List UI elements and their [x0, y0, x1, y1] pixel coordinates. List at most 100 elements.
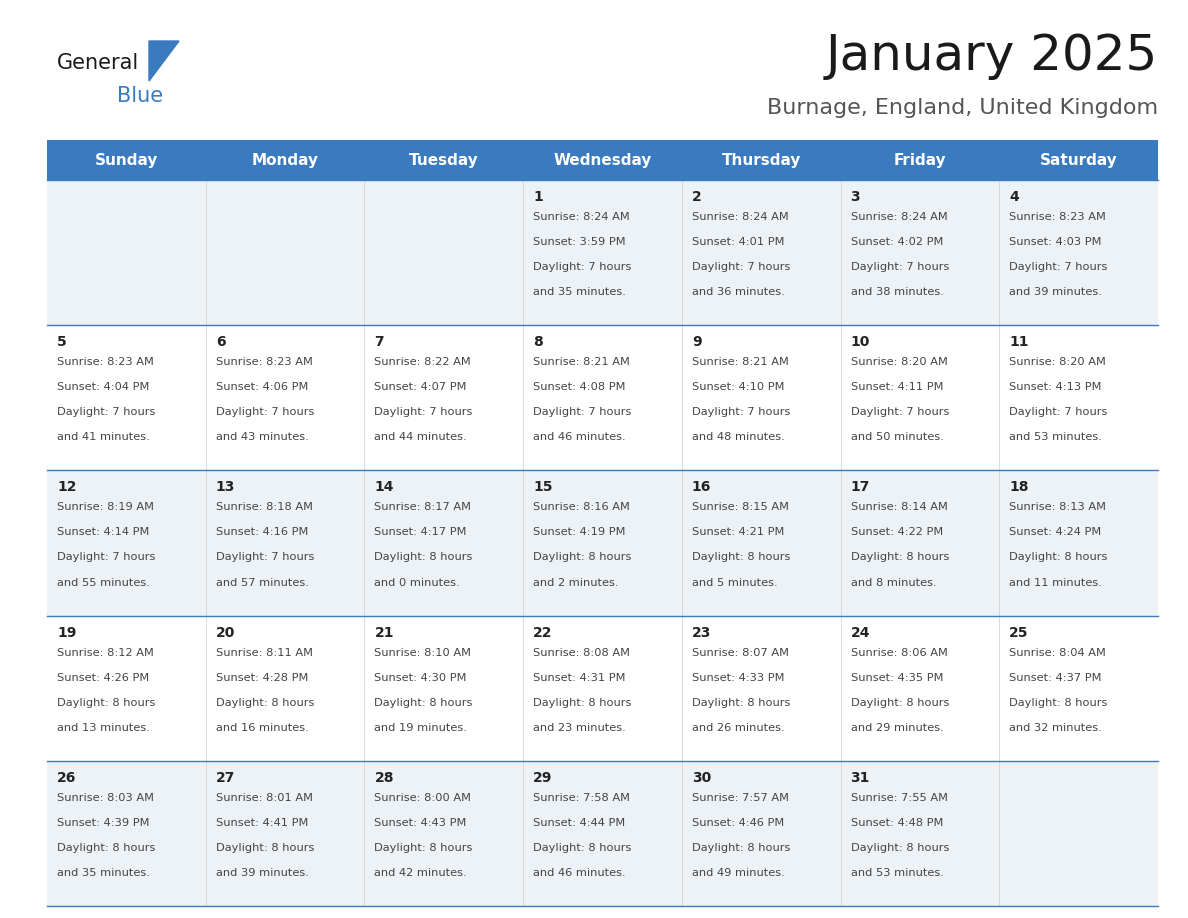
Text: Daylight: 8 hours: Daylight: 8 hours — [57, 843, 156, 853]
Text: Sunrise: 7:57 AM: Sunrise: 7:57 AM — [691, 793, 789, 803]
Text: Sunrise: 8:00 AM: Sunrise: 8:00 AM — [374, 793, 472, 803]
Text: and 29 minutes.: and 29 minutes. — [851, 722, 943, 733]
Text: and 53 minutes.: and 53 minutes. — [851, 868, 943, 878]
Bar — [999, 140, 1158, 180]
Text: Sunset: 4:19 PM: Sunset: 4:19 PM — [533, 528, 626, 537]
Text: Daylight: 8 hours: Daylight: 8 hours — [691, 843, 790, 853]
Bar — [841, 140, 999, 180]
Text: Sunrise: 8:18 AM: Sunrise: 8:18 AM — [216, 502, 312, 512]
Text: Thursday: Thursday — [721, 152, 801, 167]
Text: Sunrise: 8:19 AM: Sunrise: 8:19 AM — [57, 502, 154, 512]
Text: 2: 2 — [691, 190, 702, 204]
Text: Daylight: 7 hours: Daylight: 7 hours — [57, 553, 156, 563]
Text: 20: 20 — [216, 625, 235, 640]
Text: General: General — [57, 53, 139, 73]
Text: and 16 minutes.: and 16 minutes. — [216, 722, 309, 733]
Text: 1: 1 — [533, 190, 543, 204]
Text: Sunset: 4:06 PM: Sunset: 4:06 PM — [216, 382, 308, 392]
Text: 30: 30 — [691, 771, 712, 785]
Text: Sunset: 4:14 PM: Sunset: 4:14 PM — [57, 528, 150, 537]
Bar — [48, 761, 1158, 906]
Text: Sunset: 4:30 PM: Sunset: 4:30 PM — [374, 673, 467, 683]
Text: Friday: Friday — [893, 152, 946, 167]
Text: January 2025: January 2025 — [826, 32, 1158, 80]
Text: Sunrise: 8:21 AM: Sunrise: 8:21 AM — [533, 357, 630, 367]
Text: and 46 minutes.: and 46 minutes. — [533, 868, 626, 878]
Text: Sunset: 4:02 PM: Sunset: 4:02 PM — [851, 237, 943, 247]
Text: 23: 23 — [691, 625, 712, 640]
Text: 12: 12 — [57, 480, 76, 495]
Bar — [48, 616, 1158, 761]
Text: Sunset: 4:03 PM: Sunset: 4:03 PM — [1010, 237, 1101, 247]
Text: and 11 minutes.: and 11 minutes. — [1010, 577, 1102, 588]
Text: and 44 minutes.: and 44 minutes. — [374, 432, 467, 442]
Text: Sunset: 4:48 PM: Sunset: 4:48 PM — [851, 818, 943, 828]
Text: Sunrise: 8:21 AM: Sunrise: 8:21 AM — [691, 357, 789, 367]
Text: Tuesday: Tuesday — [409, 152, 479, 167]
Text: Monday: Monday — [252, 152, 318, 167]
Text: and 13 minutes.: and 13 minutes. — [57, 722, 150, 733]
Text: 13: 13 — [216, 480, 235, 495]
Polygon shape — [148, 41, 179, 81]
Bar — [48, 140, 206, 180]
Text: Daylight: 7 hours: Daylight: 7 hours — [533, 408, 632, 418]
Text: Sunset: 4:17 PM: Sunset: 4:17 PM — [374, 528, 467, 537]
Text: 31: 31 — [851, 771, 870, 785]
Text: Sunset: 4:39 PM: Sunset: 4:39 PM — [57, 818, 150, 828]
Text: and 46 minutes.: and 46 minutes. — [533, 432, 626, 442]
Text: Daylight: 7 hours: Daylight: 7 hours — [374, 408, 473, 418]
Text: 9: 9 — [691, 335, 701, 349]
Text: 18: 18 — [1010, 480, 1029, 495]
Text: 28: 28 — [374, 771, 394, 785]
Text: Sunset: 4:04 PM: Sunset: 4:04 PM — [57, 382, 150, 392]
Text: Daylight: 8 hours: Daylight: 8 hours — [1010, 553, 1107, 563]
Text: Sunset: 4:16 PM: Sunset: 4:16 PM — [216, 528, 308, 537]
Text: Sunset: 4:08 PM: Sunset: 4:08 PM — [533, 382, 626, 392]
Text: Daylight: 7 hours: Daylight: 7 hours — [691, 408, 790, 418]
Text: Sunrise: 8:15 AM: Sunrise: 8:15 AM — [691, 502, 789, 512]
Text: Sunset: 4:24 PM: Sunset: 4:24 PM — [1010, 528, 1101, 537]
Text: Daylight: 7 hours: Daylight: 7 hours — [216, 553, 314, 563]
Text: Daylight: 8 hours: Daylight: 8 hours — [533, 553, 632, 563]
Text: Daylight: 7 hours: Daylight: 7 hours — [216, 408, 314, 418]
Bar — [523, 140, 682, 180]
Text: 29: 29 — [533, 771, 552, 785]
Text: Sunrise: 8:14 AM: Sunrise: 8:14 AM — [851, 502, 948, 512]
Text: Sunset: 4:35 PM: Sunset: 4:35 PM — [851, 673, 943, 683]
Text: 8: 8 — [533, 335, 543, 349]
Bar — [206, 140, 365, 180]
Text: Daylight: 7 hours: Daylight: 7 hours — [1010, 408, 1107, 418]
Text: Sunset: 4:43 PM: Sunset: 4:43 PM — [374, 818, 467, 828]
Text: and 53 minutes.: and 53 minutes. — [1010, 432, 1102, 442]
Text: and 43 minutes.: and 43 minutes. — [216, 432, 309, 442]
Text: Sunrise: 8:16 AM: Sunrise: 8:16 AM — [533, 502, 630, 512]
Text: and 39 minutes.: and 39 minutes. — [1010, 287, 1102, 297]
Text: and 26 minutes.: and 26 minutes. — [691, 722, 784, 733]
Text: Daylight: 8 hours: Daylight: 8 hours — [374, 698, 473, 708]
Text: 10: 10 — [851, 335, 870, 349]
Text: Daylight: 8 hours: Daylight: 8 hours — [216, 698, 314, 708]
Text: Sunset: 4:31 PM: Sunset: 4:31 PM — [533, 673, 626, 683]
Text: Daylight: 8 hours: Daylight: 8 hours — [1010, 698, 1107, 708]
Text: 26: 26 — [57, 771, 76, 785]
Text: Daylight: 7 hours: Daylight: 7 hours — [851, 262, 949, 272]
Text: Sunrise: 8:06 AM: Sunrise: 8:06 AM — [851, 647, 948, 657]
Text: Sunset: 4:01 PM: Sunset: 4:01 PM — [691, 237, 784, 247]
Text: Daylight: 7 hours: Daylight: 7 hours — [851, 408, 949, 418]
Bar — [682, 140, 841, 180]
Text: Sunrise: 8:24 AM: Sunrise: 8:24 AM — [691, 212, 789, 222]
Text: Sunrise: 8:17 AM: Sunrise: 8:17 AM — [374, 502, 472, 512]
Text: 5: 5 — [57, 335, 67, 349]
Text: Sunrise: 8:01 AM: Sunrise: 8:01 AM — [216, 793, 312, 803]
Text: Sunrise: 7:58 AM: Sunrise: 7:58 AM — [533, 793, 630, 803]
Text: 14: 14 — [374, 480, 394, 495]
Text: Daylight: 7 hours: Daylight: 7 hours — [533, 262, 632, 272]
Text: Sunset: 4:44 PM: Sunset: 4:44 PM — [533, 818, 625, 828]
Text: and 39 minutes.: and 39 minutes. — [216, 868, 309, 878]
Text: 4: 4 — [1010, 190, 1019, 204]
Text: 24: 24 — [851, 625, 870, 640]
Text: 7: 7 — [374, 335, 384, 349]
Text: Daylight: 7 hours: Daylight: 7 hours — [1010, 262, 1107, 272]
Text: Daylight: 8 hours: Daylight: 8 hours — [851, 843, 949, 853]
Text: Sunset: 4:33 PM: Sunset: 4:33 PM — [691, 673, 784, 683]
